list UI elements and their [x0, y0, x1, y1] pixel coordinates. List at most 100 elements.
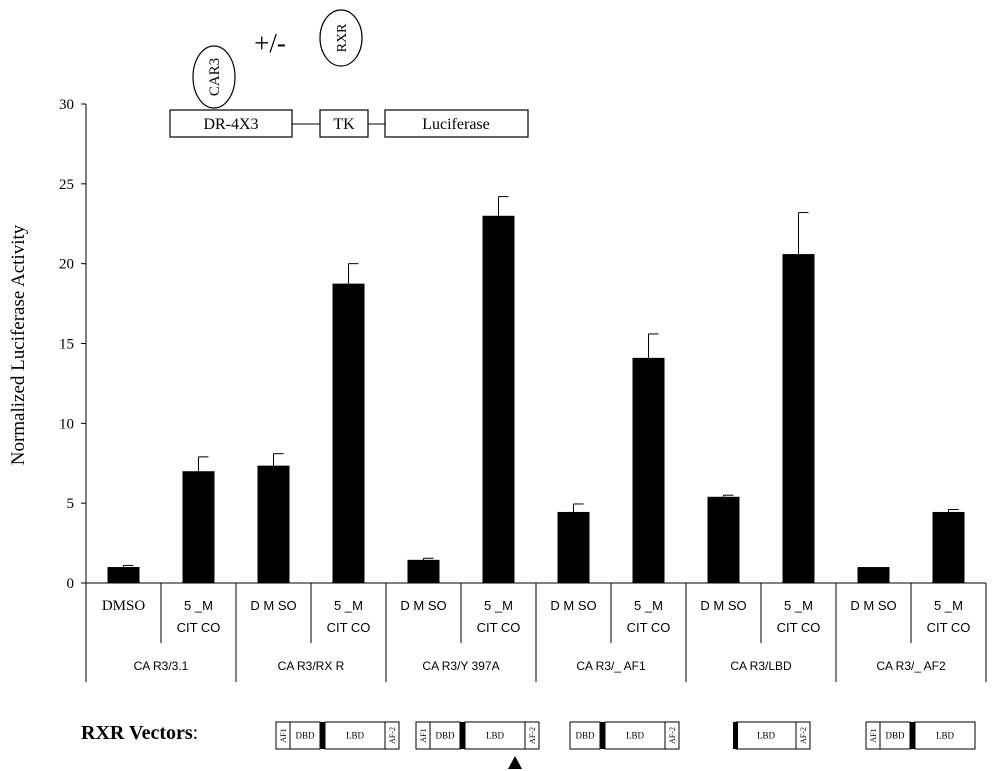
x-category-label: 5 _M [934, 598, 963, 613]
x-category-label: 5 _M [484, 598, 513, 613]
y-axis-title: Normalized Luciferase Activity [8, 224, 29, 465]
hinge-bar [320, 722, 325, 749]
bar [632, 357, 665, 583]
hinge-bar [910, 722, 915, 749]
domain-box [795, 721, 811, 750]
rxr-vectors-label: RXR Vectors: [81, 722, 198, 744]
group-label: CA R3/LBD [730, 659, 792, 673]
x-category-label: CIT CO [627, 620, 671, 635]
x-category-label: CIT CO [777, 620, 821, 635]
domain-box [914, 721, 976, 750]
y-tick-label: 30 [59, 97, 74, 113]
x-category-label: DMSO [102, 598, 146, 614]
domain-label: AF-2 [799, 727, 808, 744]
domain-label: LBD [936, 731, 955, 741]
domain-box [604, 721, 666, 750]
domain-box [464, 721, 526, 750]
bar [107, 567, 140, 583]
rxr-oval [319, 9, 363, 67]
hinge-bar [733, 722, 738, 749]
group-label: CA R3/_ AF1 [576, 659, 646, 673]
x-categories: DMSO 5 _M CIT CO CA R3/3.1 D M SO 5 _M CIT CO C… [85, 583, 987, 682]
plus-minus-label: +/- [254, 28, 286, 58]
domain-box [524, 721, 540, 750]
y-tick-label: 0 [67, 576, 75, 592]
car3-oval [192, 45, 236, 109]
x-category-label: CIT CO [477, 620, 521, 635]
x-category-label: 5 _M [334, 598, 363, 613]
hinge-bar [460, 722, 465, 749]
bar [407, 559, 440, 583]
bar [257, 465, 290, 583]
domain-box [429, 721, 461, 750]
bar [782, 254, 815, 583]
y-tick-label: 20 [59, 257, 74, 273]
car3-label: CAR3 [207, 58, 223, 96]
x-category-label: 5 _M [634, 598, 663, 613]
group-label: CA R3/_ AF2 [876, 659, 946, 673]
domain-label: DBD [435, 731, 455, 741]
domain-label: DBD [885, 731, 905, 741]
domain-box [289, 721, 321, 750]
domain-label: AF1 [279, 728, 288, 742]
x-category-label: D M SO [850, 598, 896, 613]
domain-box [664, 721, 680, 750]
domain-label: DBD [295, 731, 315, 741]
x-category-label: D M SO [550, 598, 596, 613]
domain-label: AF1 [869, 728, 878, 742]
rxr-vector-delta-af2: AF1 DBD LBD [865, 721, 976, 750]
y-tick-label: 15 [59, 337, 74, 353]
domain-label: DBD [575, 731, 595, 741]
luciferase-label: Luciferase [422, 116, 490, 133]
bar [482, 215, 515, 583]
domain-label: AF-2 [388, 727, 397, 744]
domain-label: AF-2 [528, 727, 537, 744]
rxr-vector-full-length: AF1 DBD LBD AF-2 [275, 721, 400, 750]
x-category-label: CIT CO [927, 620, 971, 635]
construct-diagram: CAR3 +/- RXR DR-4X3 TK Luciferase [169, 9, 529, 138]
tk-label: TK [333, 116, 355, 133]
domain-label: AF1 [419, 728, 428, 742]
group-label: CA R3/Y 397A [422, 659, 499, 673]
y-ticks: 0 5 10 15 20 25 30 [59, 97, 86, 592]
group-label: CA R3/RX R [278, 659, 345, 673]
bar [932, 511, 965, 583]
group-label: CA R3/3.1 [134, 659, 189, 673]
y-tick-label: 5 [67, 496, 75, 512]
domain-label: LBD [626, 731, 645, 741]
x-category-label: 5 _M [784, 598, 813, 613]
domain-label: AF-2 [668, 727, 677, 744]
domain-label: LBD [346, 731, 365, 741]
bar [557, 511, 590, 583]
y-tick-label: 25 [59, 177, 74, 193]
rxr-vector-delta-af1: DBD LBD AF-2 [569, 721, 680, 750]
bar [707, 496, 740, 583]
bar [182, 471, 215, 583]
bars [107, 196, 965, 583]
domain-box [879, 721, 911, 750]
rxr-vector-lbd: LBD AF-2 [733, 721, 811, 750]
x-category-label: D M SO [250, 598, 296, 613]
bar [857, 567, 890, 583]
bar [332, 283, 365, 583]
y-tick-label: 10 [59, 416, 74, 432]
x-category-label: D M SO [700, 598, 746, 613]
domain-box [569, 721, 601, 750]
dr4-label: DR-4X3 [203, 116, 258, 133]
mutation-arrow-icon [508, 756, 522, 769]
rxr-vector-diagrams: AF1 DBD LBD AF-2 AF1 DBD LBD AF-2 DBD LBD AF-2 LBD A… [275, 721, 976, 769]
rxr-label: RXR [335, 23, 350, 52]
domain-label: LBD [757, 731, 776, 741]
x-category-label: D M SO [400, 598, 446, 613]
x-category-label: CIT CO [177, 620, 221, 635]
hinge-bar [600, 722, 605, 749]
domain-box [324, 721, 386, 750]
x-category-label: CIT CO [327, 620, 371, 635]
rxr-vector-y397a: AF1 DBD LBD AF-2 [415, 721, 540, 769]
domain-box [384, 721, 400, 750]
tk-box [319, 109, 369, 138]
domain-label: LBD [486, 731, 505, 741]
luciferase-box [384, 109, 529, 138]
x-category-label: 5 _M [184, 598, 213, 613]
